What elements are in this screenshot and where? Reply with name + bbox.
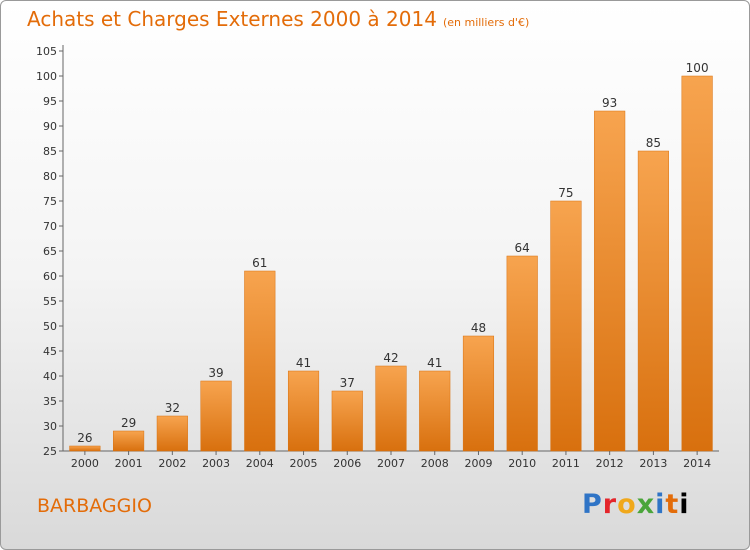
x-tick-label: 2003	[202, 457, 230, 470]
data-label: 41	[427, 356, 442, 370]
bar	[69, 445, 101, 452]
bar	[594, 110, 626, 452]
x-tick-label: 2005	[290, 457, 318, 470]
y-tick-label: 70	[43, 220, 57, 233]
y-tick-label: 90	[43, 120, 57, 133]
bar	[200, 380, 232, 452]
x-tick-label: 2004	[246, 457, 274, 470]
y-tick-label: 100	[36, 70, 57, 83]
logo-letter: P	[582, 489, 603, 520]
y-tick-label: 30	[43, 420, 57, 433]
logo-letter: i	[655, 489, 666, 520]
data-label: 61	[252, 256, 267, 270]
data-label: 41	[296, 356, 311, 370]
logo-letter: i	[679, 489, 690, 520]
bar	[156, 415, 188, 452]
data-label: 48	[471, 321, 486, 335]
data-label: 85	[646, 136, 661, 150]
y-tick-label: 60	[43, 270, 57, 283]
logo-letter: o	[617, 489, 637, 520]
bar	[462, 335, 495, 452]
y-tick-label: 40	[43, 370, 57, 383]
data-label: 93	[602, 96, 617, 110]
x-tick-label: 2008	[421, 457, 449, 470]
x-tick-label: 2007	[377, 457, 405, 470]
chart-title: Achats et Charges Externes 2000 à 2014	[27, 7, 437, 31]
chart-unit: (en milliers d'€)	[442, 16, 530, 29]
data-label: 26	[77, 431, 92, 445]
data-label: 29	[121, 416, 136, 430]
data-label: 42	[383, 351, 398, 365]
bar	[419, 370, 451, 452]
x-tick-label: 2010	[508, 457, 536, 470]
bar	[375, 365, 407, 452]
x-tick-label: 2000	[71, 457, 99, 470]
x-tick-label: 2009	[464, 457, 492, 470]
bar	[681, 75, 713, 452]
bar	[550, 200, 582, 452]
y-tick-label: 75	[43, 195, 57, 208]
x-tick-label: 2006	[333, 457, 361, 470]
x-tick-label: 2012	[596, 457, 624, 470]
data-label: 37	[340, 376, 355, 390]
logo-letter: t	[665, 489, 680, 520]
data-label: 100	[686, 61, 709, 75]
logo-letter: r	[602, 489, 618, 520]
proxiti-logo: Proxiti	[582, 489, 690, 520]
y-tick-label: 45	[43, 345, 57, 358]
bar	[287, 370, 320, 452]
logo-letter: x	[636, 489, 656, 520]
x-tick-label: 2001	[115, 457, 143, 470]
data-label: 75	[558, 186, 573, 200]
city-name: BARBAGGIO	[37, 495, 152, 517]
chart-title-block: Achats et Charges Externes 2000 à 2014 (e…	[27, 7, 529, 31]
y-tick-label: 95	[43, 95, 57, 108]
bar	[113, 430, 145, 452]
data-label: 64	[515, 241, 530, 255]
bar	[637, 150, 669, 452]
y-tick-label: 55	[43, 295, 57, 308]
x-tick-label: 2013	[639, 457, 667, 470]
bar	[331, 390, 363, 452]
data-label: 32	[165, 401, 180, 415]
y-tick-label: 85	[43, 145, 57, 158]
y-tick-label: 80	[43, 170, 57, 183]
y-tick-label: 105	[36, 45, 57, 58]
y-tick-label: 35	[43, 395, 57, 408]
data-label: 39	[208, 366, 223, 380]
bar	[244, 270, 276, 452]
bar	[506, 255, 538, 452]
y-tick-label: 65	[43, 245, 57, 258]
y-tick-label: 50	[43, 320, 57, 333]
y-tick-label: 25	[43, 445, 57, 458]
x-tick-label: 2002	[158, 457, 186, 470]
x-tick-label: 2014	[683, 457, 711, 470]
x-tick-label: 2011	[552, 457, 580, 470]
